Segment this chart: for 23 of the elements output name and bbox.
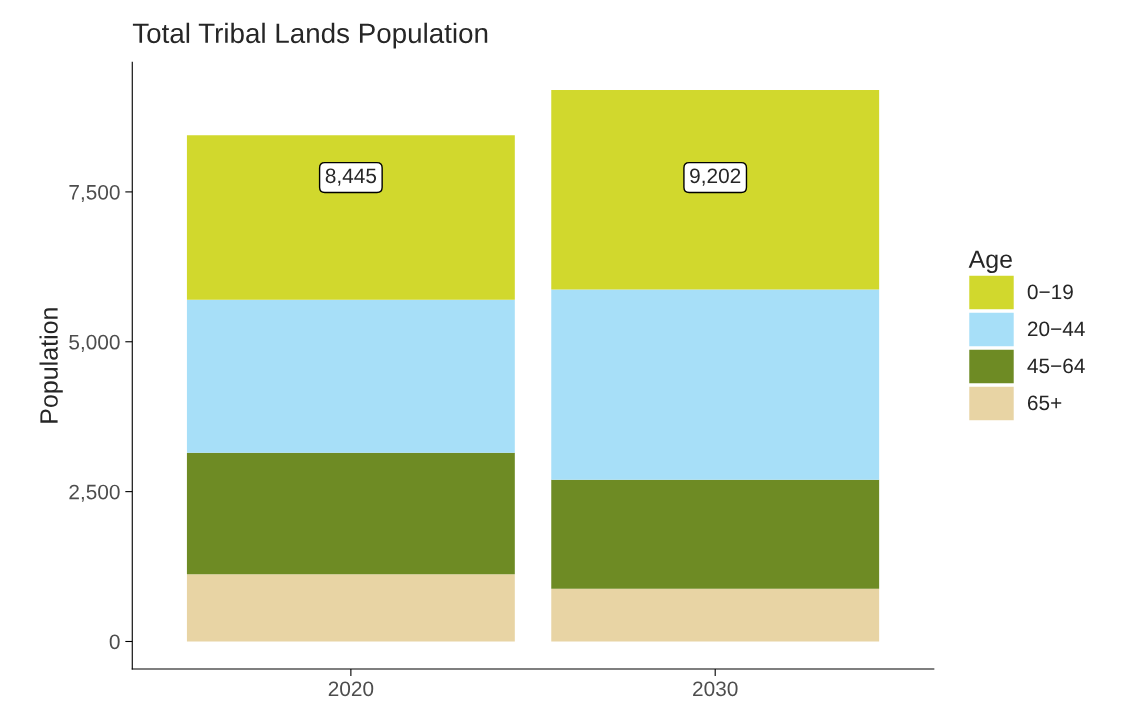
y-axis-title: Population [39,308,63,423]
x-tick-label: 2030 [693,681,738,697]
bar [186,299,515,453]
bar [551,588,880,642]
bar [551,289,880,480]
legend-label: 20−44 [1027,321,1085,337]
bar [186,452,515,575]
y-tick-label: 2,500 [69,484,120,502]
bar [186,135,515,300]
y-tick-label: 7,500 [69,184,120,203]
legend-label: 0−19 [1027,284,1073,300]
chart-title: Total Tribal Lands Population [132,22,488,49]
bar [551,479,880,589]
bar [551,89,880,290]
legend-label: 45−64 [1027,358,1085,374]
x-tick-label: 2020 [328,681,374,697]
y-tick-label: 5,000 [69,334,120,352]
total-label: 8,445 [325,168,377,186]
y-tick-label: 0 [109,634,120,650]
total-label: 9,202 [690,168,741,186]
legend-title: Age [968,250,1012,274]
legend-label: 65+ [1027,395,1062,411]
bar [186,574,515,642]
